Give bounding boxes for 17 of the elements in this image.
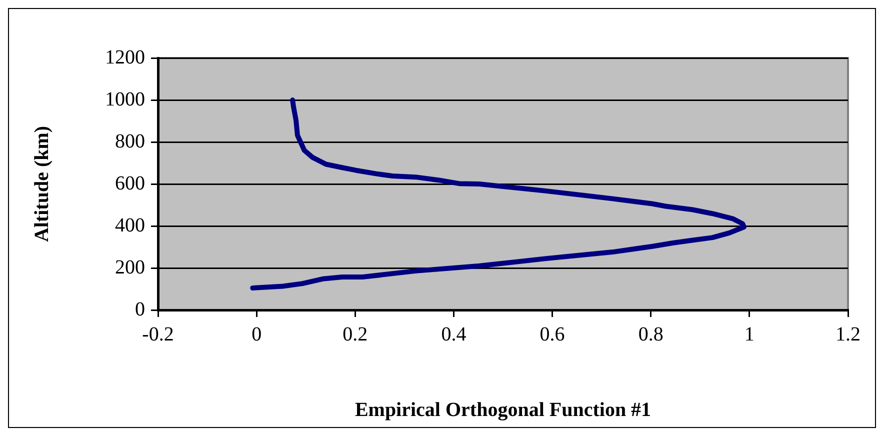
x-tick-label: 0.4 [441,323,466,346]
x-tick-label: 0 [252,323,262,346]
y-tick-label: 600 [115,172,145,194]
x-tick-label: -0.2 [142,323,174,346]
x-tick-label: 1.2 [836,323,860,346]
x-tick-label: 0.8 [638,323,664,346]
x-tick-label: 1 [744,323,754,346]
y-tick-label: 1000 [105,88,145,110]
x-axis-title: Empirical Orthogonal Function #1 [354,399,652,422]
y-tick-label: 1200 [105,46,145,68]
y-tick-label: 200 [115,256,145,278]
x-tick-label: 0.2 [342,323,368,346]
x-tick-label: 0.6 [540,323,565,346]
y-tick-label: 800 [115,130,145,152]
y-tick-label: 0 [135,298,145,320]
y-axis-title: Altitude (km) [31,126,54,242]
y-tick-label: 400 [115,214,145,236]
